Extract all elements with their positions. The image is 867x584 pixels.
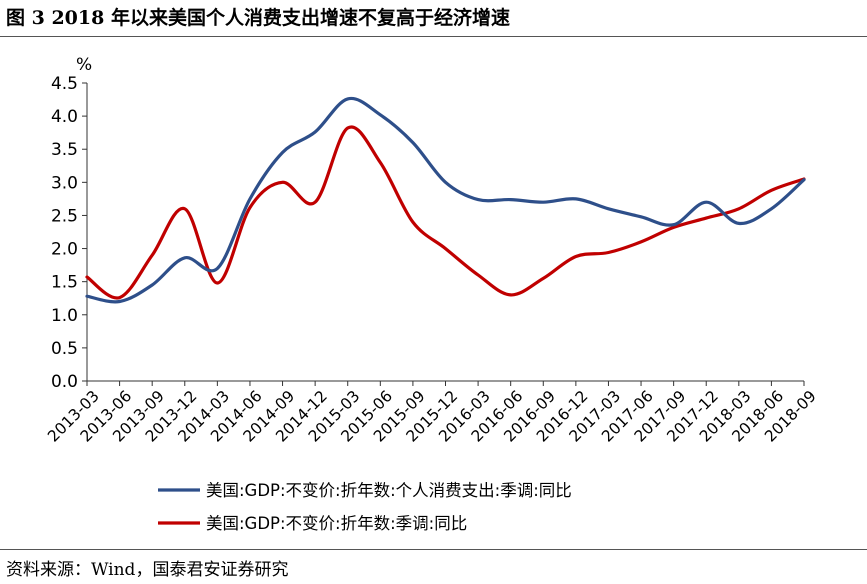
y-tick-label: 3.5 xyxy=(51,140,78,160)
y-tick-label: 1.5 xyxy=(51,273,78,293)
y-tick-label: 0.5 xyxy=(51,339,78,359)
series-line-2 xyxy=(85,125,806,300)
x-axis: 2013-032013-062013-092013-122014-032014-… xyxy=(44,380,820,446)
y-tick-label: 2.5 xyxy=(51,206,78,226)
y-tick-label: 4.0 xyxy=(51,107,78,127)
top-rule xyxy=(0,36,867,37)
figure-title: 图 3 2018 年以来美国个人消费支出增速不复高于经济增速 xyxy=(6,7,510,29)
y-tick-label: 2.0 xyxy=(51,240,78,260)
legend-label-2: 美国:GDP:不变价:折年数:季调:同比 xyxy=(206,514,467,533)
y-tick-label: 1.0 xyxy=(51,306,78,326)
legend-label-1: 美国:GDP:不变价:折年数:个人消费支出:季调:同比 xyxy=(206,481,572,500)
y-axis: 0.0 0.5 1.0 1.5 2.0 2.5 3.0 3.5 4.0 4.5 xyxy=(51,74,88,392)
legend: 美国:GDP:不变价:折年数:个人消费支出:季调:同比美国:GDP:不变价:折年… xyxy=(158,481,572,533)
source-note: 资料来源：Wind，国泰君安证券研究 xyxy=(6,560,289,580)
series-layer xyxy=(85,96,806,304)
y-unit-label: % xyxy=(76,55,92,75)
y-tick-label: 0.0 xyxy=(51,372,78,392)
series-line-1 xyxy=(85,96,806,304)
y-tick-label: 3.0 xyxy=(51,173,78,193)
y-tick-label: 4.5 xyxy=(51,74,78,94)
bottom-rule xyxy=(0,549,867,550)
